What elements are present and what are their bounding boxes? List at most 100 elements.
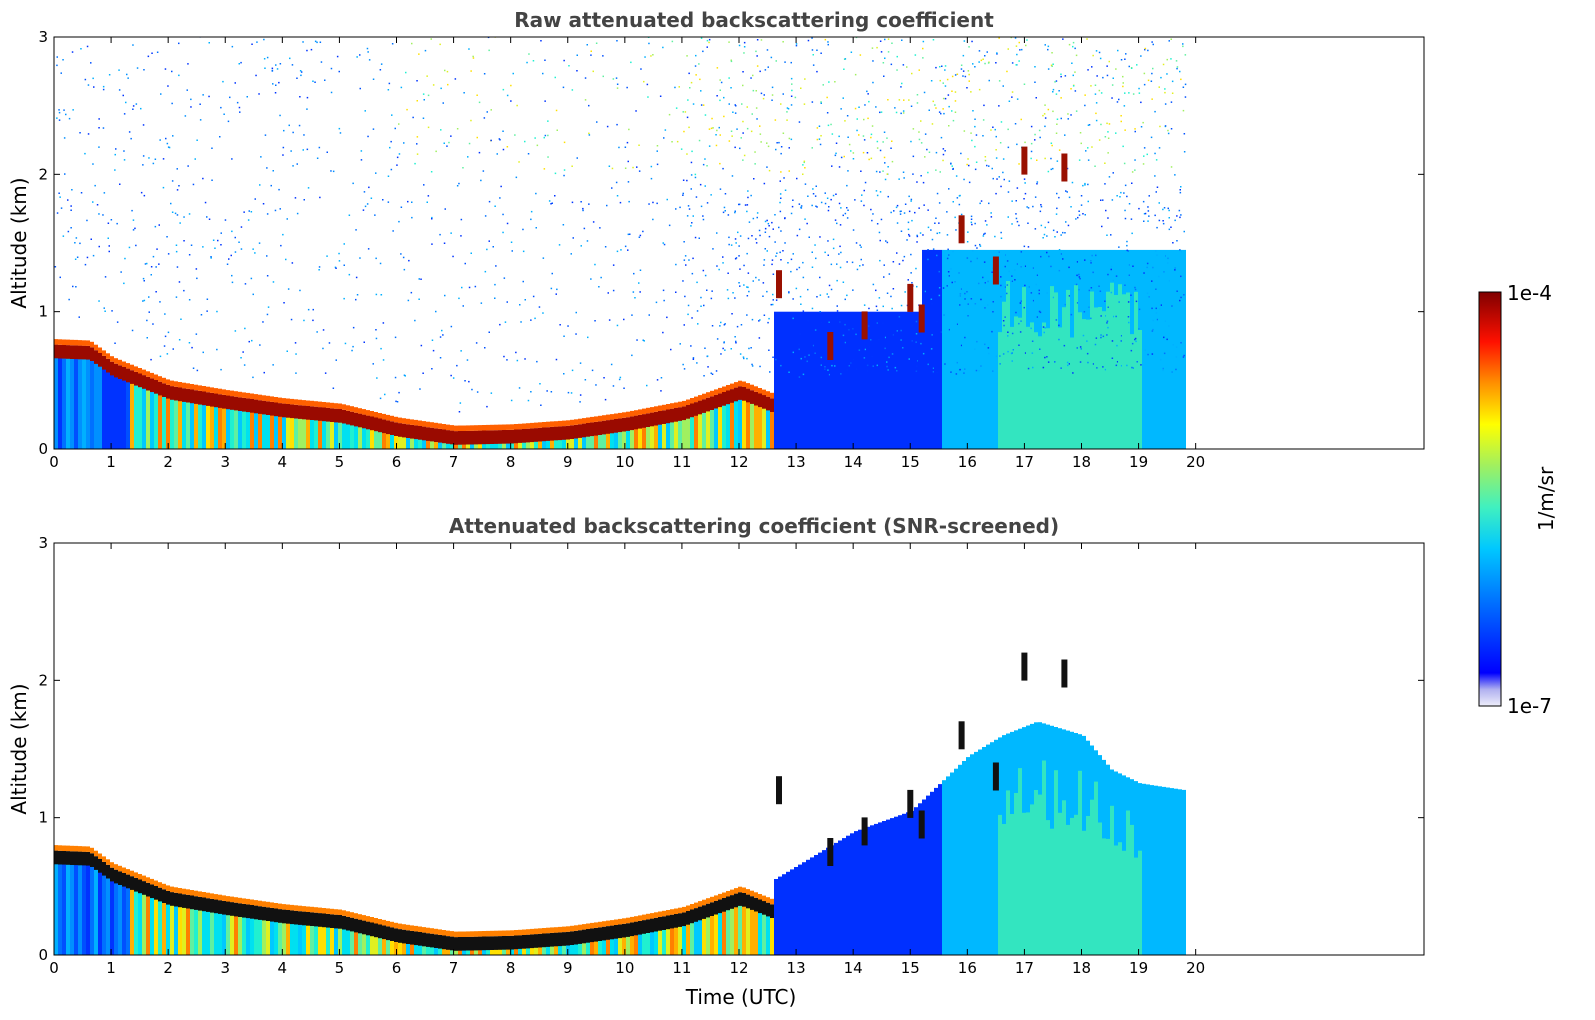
noise-dot	[918, 138, 921, 141]
aerosol-layer	[706, 397, 710, 412]
noise-dot	[414, 162, 416, 165]
noise-dot	[884, 336, 887, 339]
noise-dot	[746, 314, 748, 316]
noise-dot	[1156, 254, 1158, 256]
bl-column	[202, 898, 206, 955]
noise-dot	[898, 316, 901, 318]
noise-dot	[824, 202, 827, 205]
noise-dot	[1032, 366, 1034, 369]
cloud	[1061, 659, 1068, 688]
noise-dot	[202, 351, 204, 354]
layer-edge	[66, 339, 70, 346]
bl-column	[146, 378, 150, 449]
layer-edge	[750, 890, 754, 897]
noise-dot	[206, 298, 209, 300]
noise-dot	[456, 364, 458, 367]
noise-dot	[279, 63, 282, 65]
noise-dot	[258, 242, 261, 244]
noise-dot	[427, 29, 429, 31]
noise-dot	[1108, 123, 1111, 125]
noise-dot	[1107, 28, 1109, 30]
noise-dot	[850, 51, 853, 53]
noise-dot	[984, 232, 986, 235]
layer-edge	[418, 420, 422, 426]
cbl-column	[1182, 789, 1186, 955]
aerosol-layer	[190, 895, 194, 910]
noise-dot	[650, 177, 653, 180]
layer-edge	[494, 930, 498, 937]
noise-dot	[934, 222, 936, 224]
noise-dot	[372, 128, 375, 130]
x-tick-label: 0	[49, 453, 59, 471]
layer-edge	[558, 420, 562, 427]
cbl-core	[1138, 330, 1142, 449]
noise-dot	[548, 200, 551, 202]
cbl-column	[874, 311, 878, 449]
noise-dot	[230, 254, 232, 257]
aerosol-layer	[106, 358, 110, 373]
cbl-core	[1126, 292, 1130, 449]
noise-dot	[1100, 92, 1103, 94]
aerosol-layer	[618, 418, 622, 433]
noise-dot	[1070, 206, 1072, 208]
layer-edge	[266, 901, 270, 908]
noise-dot	[970, 132, 972, 134]
noise-dot	[1148, 296, 1150, 298]
noise-dot	[322, 347, 324, 350]
layer-edge	[430, 422, 434, 428]
bl-column	[362, 416, 366, 449]
noise-dot	[468, 48, 470, 50]
layer-edge	[366, 916, 370, 922]
noise-dot	[506, 146, 509, 148]
noise-dot	[1124, 129, 1126, 131]
noise-dot	[1058, 19, 1060, 21]
layer-edge	[162, 377, 166, 384]
noise-dot	[316, 331, 318, 333]
aerosol-layer	[550, 932, 554, 947]
noise-dot	[636, 166, 638, 168]
noise-dot	[1120, 115, 1122, 117]
noise-dot	[324, 372, 327, 374]
noise-dot	[1175, 356, 1178, 358]
noise-dot	[760, 141, 762, 143]
noise-dot	[1087, 183, 1089, 186]
cbl-core	[1126, 810, 1130, 955]
cbl-core	[1086, 816, 1090, 955]
noise-dot	[351, 349, 353, 352]
noise-dot	[195, 333, 198, 335]
noise-dot	[332, 387, 335, 389]
cloud	[958, 721, 965, 750]
bl-column	[758, 900, 762, 955]
noise-dot	[787, 262, 789, 264]
noise-dot	[908, 233, 910, 236]
layer-edge	[366, 410, 370, 416]
noise-dot	[827, 254, 829, 256]
layer-edge	[262, 395, 266, 401]
aerosol-layer	[466, 430, 470, 445]
cbl-column	[802, 862, 806, 955]
noise-dot	[864, 104, 866, 106]
noise-dot	[1020, 266, 1022, 268]
bl-column	[102, 357, 106, 449]
noise-dot	[524, 299, 526, 301]
noise-dot	[930, 348, 933, 350]
aerosol-layer	[642, 414, 646, 428]
aerosol-layer	[522, 429, 526, 443]
layer-edge	[666, 404, 670, 410]
noise-dot	[860, 170, 862, 172]
noise-dot	[791, 89, 793, 92]
noise-dot	[1052, 91, 1054, 93]
noise-dot	[1047, 108, 1050, 111]
aerosol-layer	[342, 915, 346, 930]
noise-dot	[1143, 155, 1145, 157]
noise-dot	[691, 272, 694, 275]
noise-dot	[676, 140, 679, 143]
noise-dot	[1046, 356, 1048, 358]
noise-dot	[334, 266, 337, 269]
noise-dot	[836, 279, 838, 282]
noise-dot	[966, 241, 969, 243]
aerosol-layer	[130, 876, 134, 890]
noise-dot	[387, 175, 390, 177]
noise-dot	[728, 243, 730, 246]
noise-dot	[743, 264, 745, 267]
